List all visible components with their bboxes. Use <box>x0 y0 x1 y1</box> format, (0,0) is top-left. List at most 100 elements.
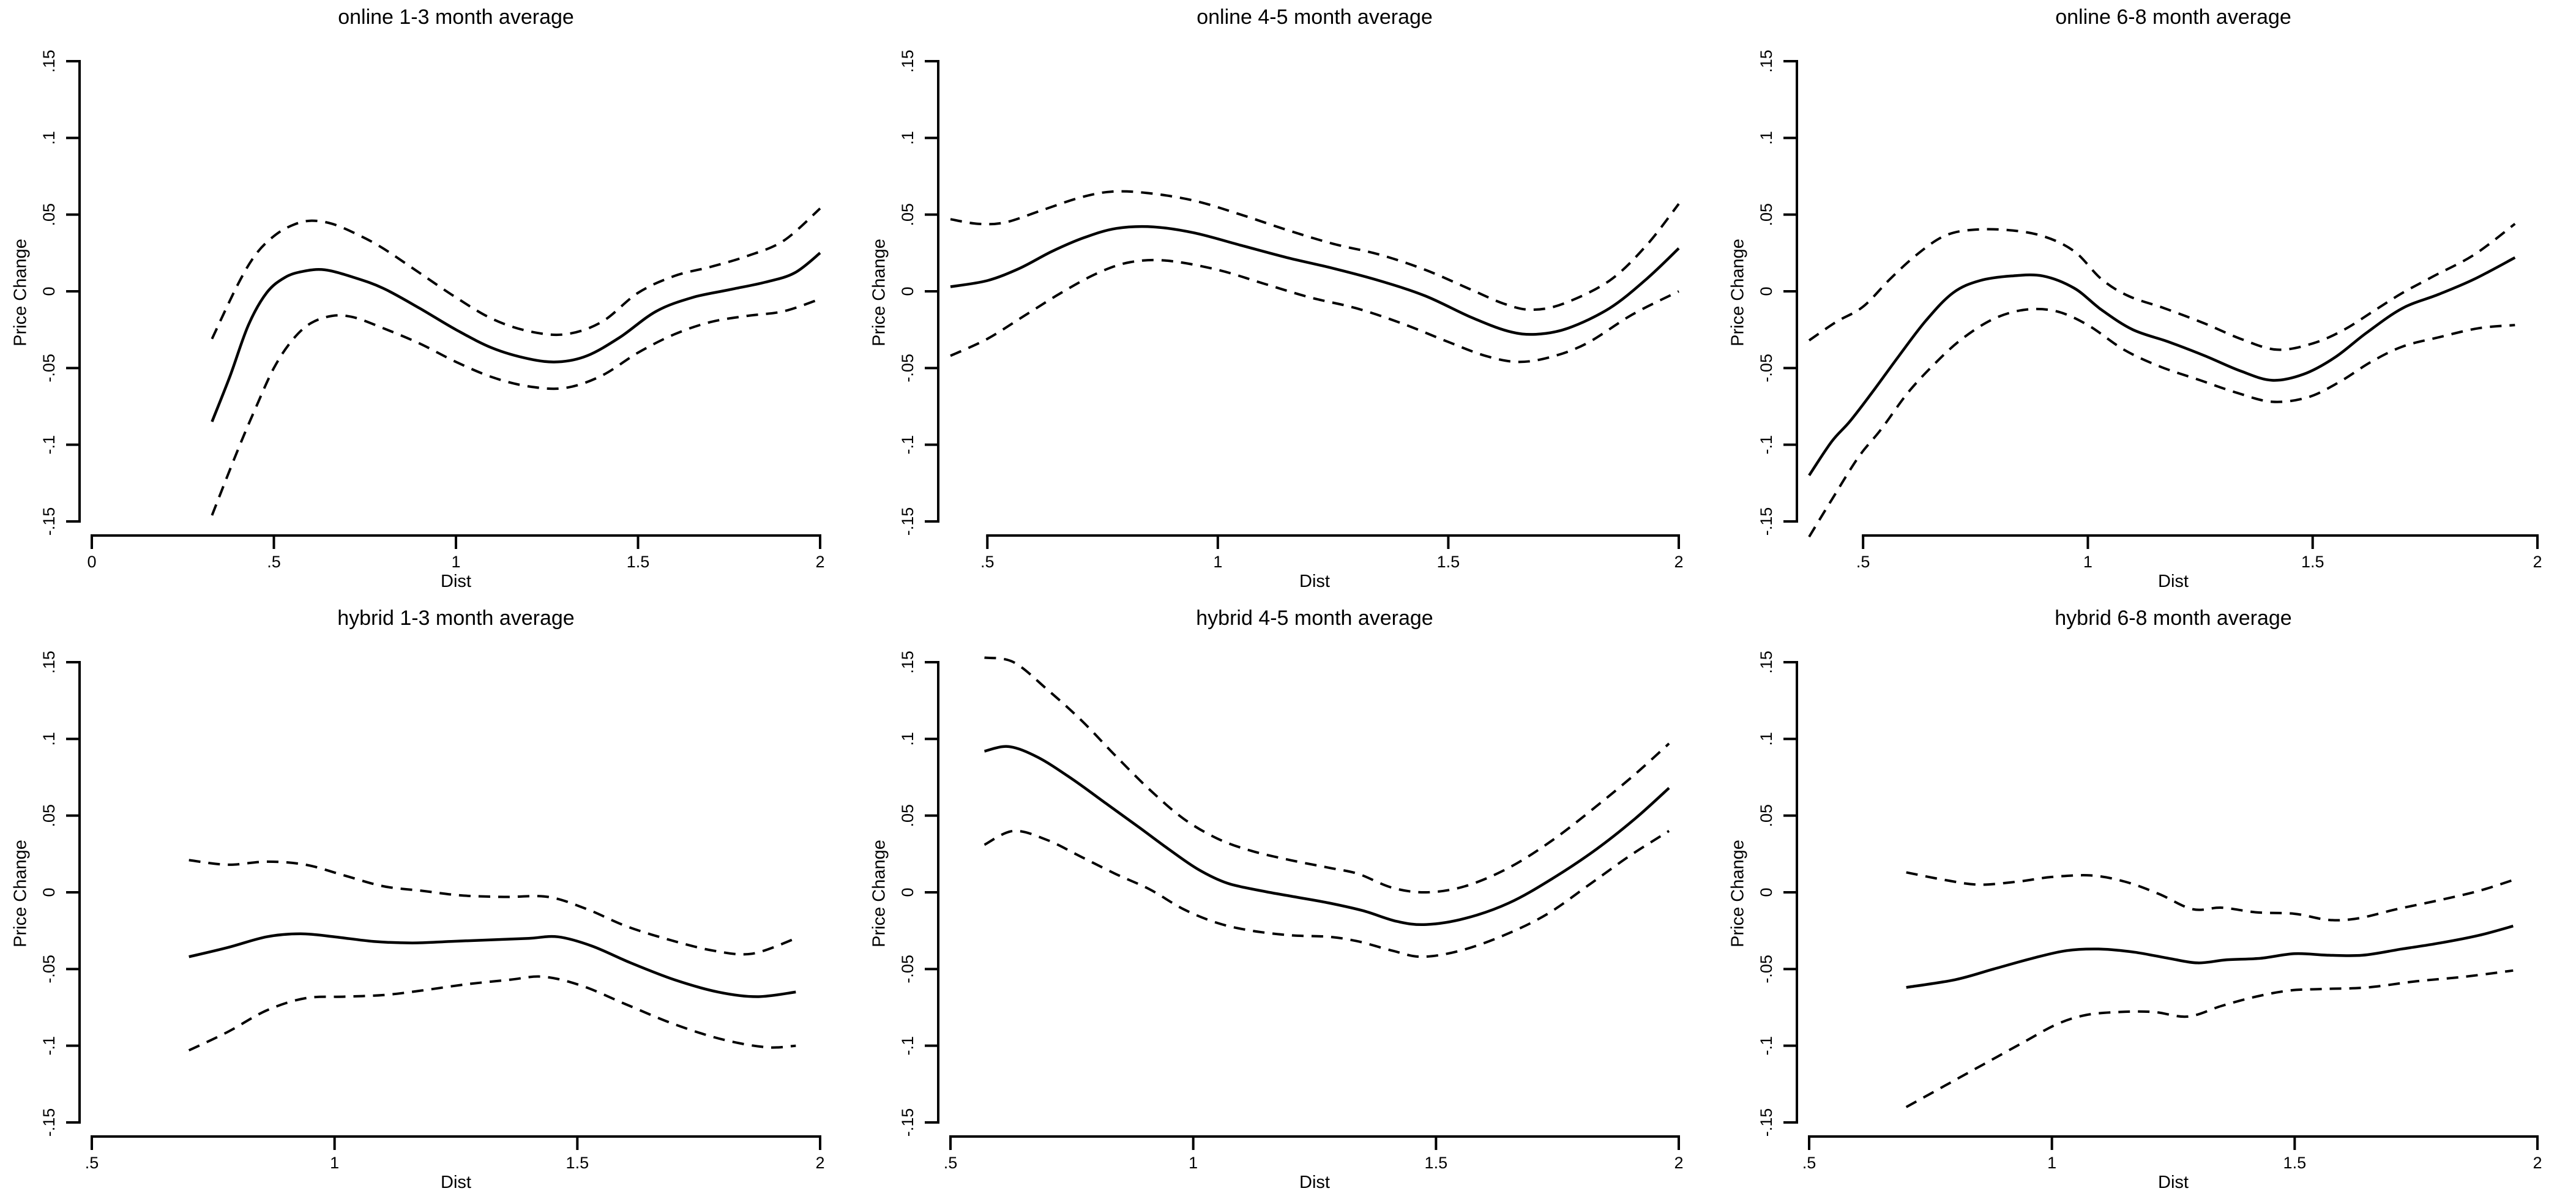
svg-text:0: 0 <box>40 286 58 296</box>
series-lower-band <box>950 258 1679 364</box>
chart-panel-hybrid-4-5: hybrid 4-5 month average Price Change .1… <box>859 601 1717 1202</box>
series-estimate <box>1906 924 2514 989</box>
x-axis-label: Dist <box>2158 572 2189 591</box>
svg-text:1.5: 1.5 <box>2301 553 2324 571</box>
series-estimate <box>950 225 1680 336</box>
svg-text:-.05: -.05 <box>898 354 917 383</box>
x-axis-label: Dist <box>441 572 471 591</box>
svg-text:.5: .5 <box>85 1154 99 1172</box>
svg-text:1: 1 <box>1189 1154 1198 1172</box>
chart-plot: .15 .1 .05 0 -.05 -.1 -.15 .5 1 1.5 2 <box>1757 651 2542 1172</box>
svg-text:-.1: -.1 <box>1757 1036 1775 1056</box>
svg-text:.15: .15 <box>40 50 58 73</box>
series-upper-band <box>984 656 1670 894</box>
chart-title: online 1-3 month average <box>338 6 574 29</box>
svg-text:.5: .5 <box>1802 1154 1816 1172</box>
svg-text:.15: .15 <box>1757 651 1775 674</box>
svg-text:0: 0 <box>40 887 58 897</box>
svg-text:.05: .05 <box>40 203 58 226</box>
svg-text:.05: .05 <box>40 804 58 827</box>
svg-text:-.05: -.05 <box>1757 955 1775 984</box>
svg-text:.1: .1 <box>1757 732 1775 746</box>
chart-title: hybrid 1-3 month average <box>337 607 575 630</box>
svg-text:-.15: -.15 <box>898 507 917 536</box>
chart-plot: .15 .1 .05 0 -.05 -.1 -.15 .5 1 1.5 2 <box>1757 50 2542 571</box>
x-axis-label: Dist <box>1299 572 1330 591</box>
chart-title: online 6-8 month average <box>2055 6 2291 29</box>
svg-text:.05: .05 <box>898 203 917 226</box>
svg-text:.1: .1 <box>40 131 58 145</box>
svg-text:.05: .05 <box>1757 804 1775 827</box>
svg-text:-.05: -.05 <box>898 955 917 984</box>
svg-text:2: 2 <box>2533 553 2542 571</box>
chart-title: online 4-5 month average <box>1197 6 1433 29</box>
svg-text:-.15: -.15 <box>1757 507 1775 536</box>
svg-text:.5: .5 <box>267 553 281 571</box>
svg-text:0: 0 <box>1757 887 1775 897</box>
svg-text:.5: .5 <box>1856 553 1870 571</box>
svg-text:1: 1 <box>451 553 460 571</box>
series-lower-band <box>984 829 1670 958</box>
series-estimate <box>1808 256 2516 477</box>
chart-panel-online-6-8: online 6-8 month average Price Change .1… <box>1717 0 2576 601</box>
svg-text:-.1: -.1 <box>898 435 917 455</box>
series-upper-band <box>1808 223 2516 351</box>
svg-text:-.05: -.05 <box>40 354 58 383</box>
series-lower-band <box>211 297 821 516</box>
svg-text:.1: .1 <box>898 131 917 145</box>
series-lower-band <box>188 975 796 1052</box>
chart-panel-online-1-3: online 1-3 month average Price Change .1… <box>0 0 859 601</box>
svg-text:1: 1 <box>1213 553 1222 571</box>
svg-text:1.5: 1.5 <box>1437 553 1460 571</box>
series-lower-band <box>1905 969 2514 1108</box>
series-estimate <box>984 745 1670 927</box>
svg-text:-.15: -.15 <box>898 1108 917 1137</box>
svg-text:-.15: -.15 <box>1757 1108 1775 1137</box>
series-estimate <box>189 932 796 998</box>
svg-text:0: 0 <box>87 553 96 571</box>
svg-text:-.05: -.05 <box>40 955 58 984</box>
svg-text:1: 1 <box>2047 1154 2056 1172</box>
chart-panel-hybrid-6-8: hybrid 6-8 month average Price Change .1… <box>1717 601 2576 1202</box>
svg-text:.1: .1 <box>1757 131 1775 145</box>
x-axis-label: Dist <box>441 1173 471 1192</box>
svg-text:-.1: -.1 <box>898 1036 917 1056</box>
series-upper-band <box>211 207 821 340</box>
series-upper-band <box>950 190 1680 312</box>
svg-text:1: 1 <box>330 1154 339 1172</box>
chart-plot: .15 .1 .05 0 -.05 -.1 -.15 0 .5 1 1.5 2 <box>40 50 825 571</box>
svg-text:.15: .15 <box>1757 50 1775 73</box>
svg-text:2: 2 <box>1674 1154 1683 1172</box>
svg-text:.15: .15 <box>898 50 917 73</box>
svg-text:-.1: -.1 <box>40 1036 58 1056</box>
svg-text:.05: .05 <box>1757 203 1775 226</box>
chart-panel-online-4-5: online 4-5 month average Price Change .1… <box>859 0 1717 601</box>
svg-text:.15: .15 <box>40 651 58 674</box>
svg-text:.5: .5 <box>944 1154 958 1172</box>
x-axis-label: Dist <box>2158 1173 2189 1192</box>
svg-text:.05: .05 <box>898 804 917 827</box>
chart-plot: .15 .1 .05 0 -.05 -.1 -.15 .5 1 1.5 2 <box>898 651 1684 1172</box>
svg-text:1: 1 <box>2083 553 2093 571</box>
svg-text:0: 0 <box>1757 286 1775 296</box>
svg-text:2: 2 <box>815 553 824 571</box>
svg-text:-.15: -.15 <box>40 507 58 536</box>
series-lower-band <box>1808 307 2515 538</box>
svg-text:1.5: 1.5 <box>627 553 650 571</box>
series-upper-band <box>189 859 796 956</box>
svg-text:2: 2 <box>2533 1154 2542 1172</box>
svg-text:-.1: -.1 <box>40 435 58 455</box>
svg-text:1.5: 1.5 <box>566 1154 589 1172</box>
chart-plot: .15 .1 .05 0 -.05 -.1 -.15 .5 1 1.5 2 <box>40 651 825 1172</box>
chart-title: hybrid 4-5 month average <box>1196 607 1433 630</box>
svg-text:1.5: 1.5 <box>2283 1154 2307 1172</box>
svg-text:-.15: -.15 <box>40 1108 58 1137</box>
svg-text:.5: .5 <box>980 553 995 571</box>
svg-text:-.05: -.05 <box>1757 354 1775 383</box>
x-axis-label: Dist <box>1299 1173 1330 1192</box>
svg-text:.1: .1 <box>40 732 58 746</box>
svg-text:1.5: 1.5 <box>1425 1154 1448 1172</box>
svg-text:.1: .1 <box>898 732 917 746</box>
